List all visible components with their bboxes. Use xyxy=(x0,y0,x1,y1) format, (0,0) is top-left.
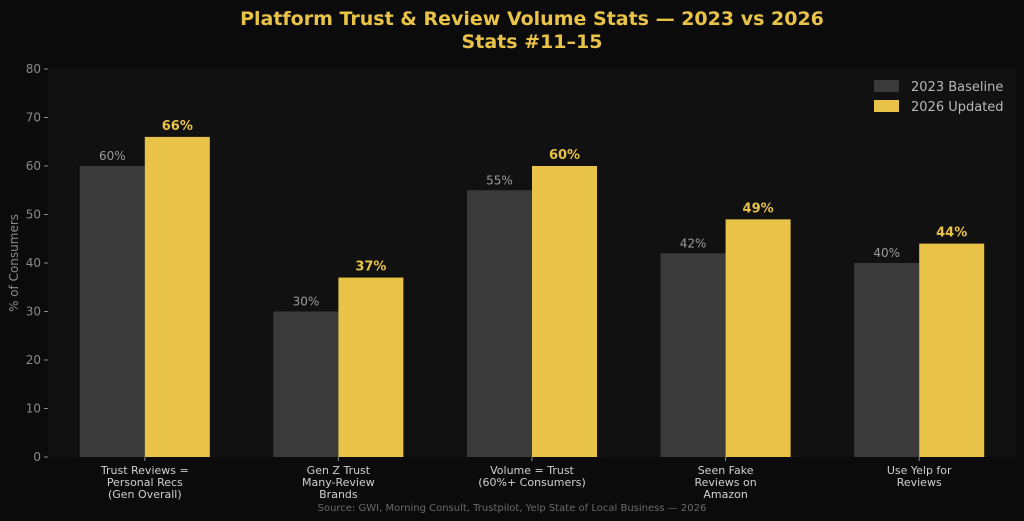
chart-title: Platform Trust & Review Volume Stats — 2… xyxy=(240,8,824,30)
x-category-label: Seen Fake Reviews on Amazon xyxy=(695,464,757,501)
chart-subtitle: Stats #11–15 xyxy=(462,31,603,53)
y-tick-label: 0 xyxy=(33,450,41,464)
data-label-2023: 55% xyxy=(486,173,513,187)
y-tick-label: 40 xyxy=(26,256,41,270)
legend-swatch xyxy=(874,100,899,112)
y-tick-label: 50 xyxy=(26,208,41,222)
bar-2026-updated xyxy=(144,136,210,457)
y-axis-label: % of Consumers xyxy=(7,214,21,312)
bar-2026-updated xyxy=(919,243,985,457)
y-tick-label: 30 xyxy=(26,305,41,319)
source-note: Source: GWI, Morning Consult, Trustpilot… xyxy=(318,503,707,514)
x-category-label: Trust Reviews = Personal Recs (Gen Overall… xyxy=(100,464,189,501)
y-tick-label: 80 xyxy=(26,62,41,76)
bar-2023-baseline xyxy=(660,253,726,457)
data-label-2026: 49% xyxy=(743,201,774,216)
legend-label: 2026 Updated xyxy=(911,100,1004,115)
legend: 2023 Baseline 2026 Updated xyxy=(874,80,1004,115)
y-tick-label: 60 xyxy=(26,159,41,173)
y-axis: 0 10 20 30 40 50 60 70 80 xyxy=(26,62,48,464)
bar-2023-baseline xyxy=(79,166,145,457)
bar-2023-baseline xyxy=(273,311,339,457)
bar-2023-baseline xyxy=(467,190,532,457)
data-label-2023: 60% xyxy=(99,149,126,163)
x-category-label: Gen Z Trust Many-Review Brands xyxy=(302,464,375,501)
bar-2023-baseline xyxy=(854,263,920,457)
legend-swatch xyxy=(874,80,899,92)
data-label-2023: 42% xyxy=(680,236,707,250)
bar-2026-updated xyxy=(532,166,597,457)
y-tick-label: 10 xyxy=(26,402,41,416)
bars-group: 60% 66% 30% 37% 55% 60% 42% 49% 40% 44% xyxy=(79,119,985,457)
data-label-2026: 44% xyxy=(936,226,967,241)
x-category-label: Volume = Trust (60%+ Consumers) xyxy=(478,464,586,489)
data-label-2026: 66% xyxy=(162,119,193,134)
data-label-2026: 37% xyxy=(355,260,386,275)
bar-2026-updated xyxy=(725,219,791,457)
bar-2026-updated xyxy=(338,277,404,457)
y-tick-label: 70 xyxy=(26,111,41,125)
x-axis: Trust Reviews = Personal Recs (Gen Overall… xyxy=(100,457,952,501)
data-label-2026: 60% xyxy=(549,148,580,163)
data-label-2023: 40% xyxy=(873,246,900,260)
legend-label: 2023 Baseline xyxy=(911,80,1003,95)
y-tick-label: 20 xyxy=(26,353,41,367)
x-category-label: Use Yelp for Reviews xyxy=(887,464,952,489)
data-label-2023: 30% xyxy=(293,295,320,309)
